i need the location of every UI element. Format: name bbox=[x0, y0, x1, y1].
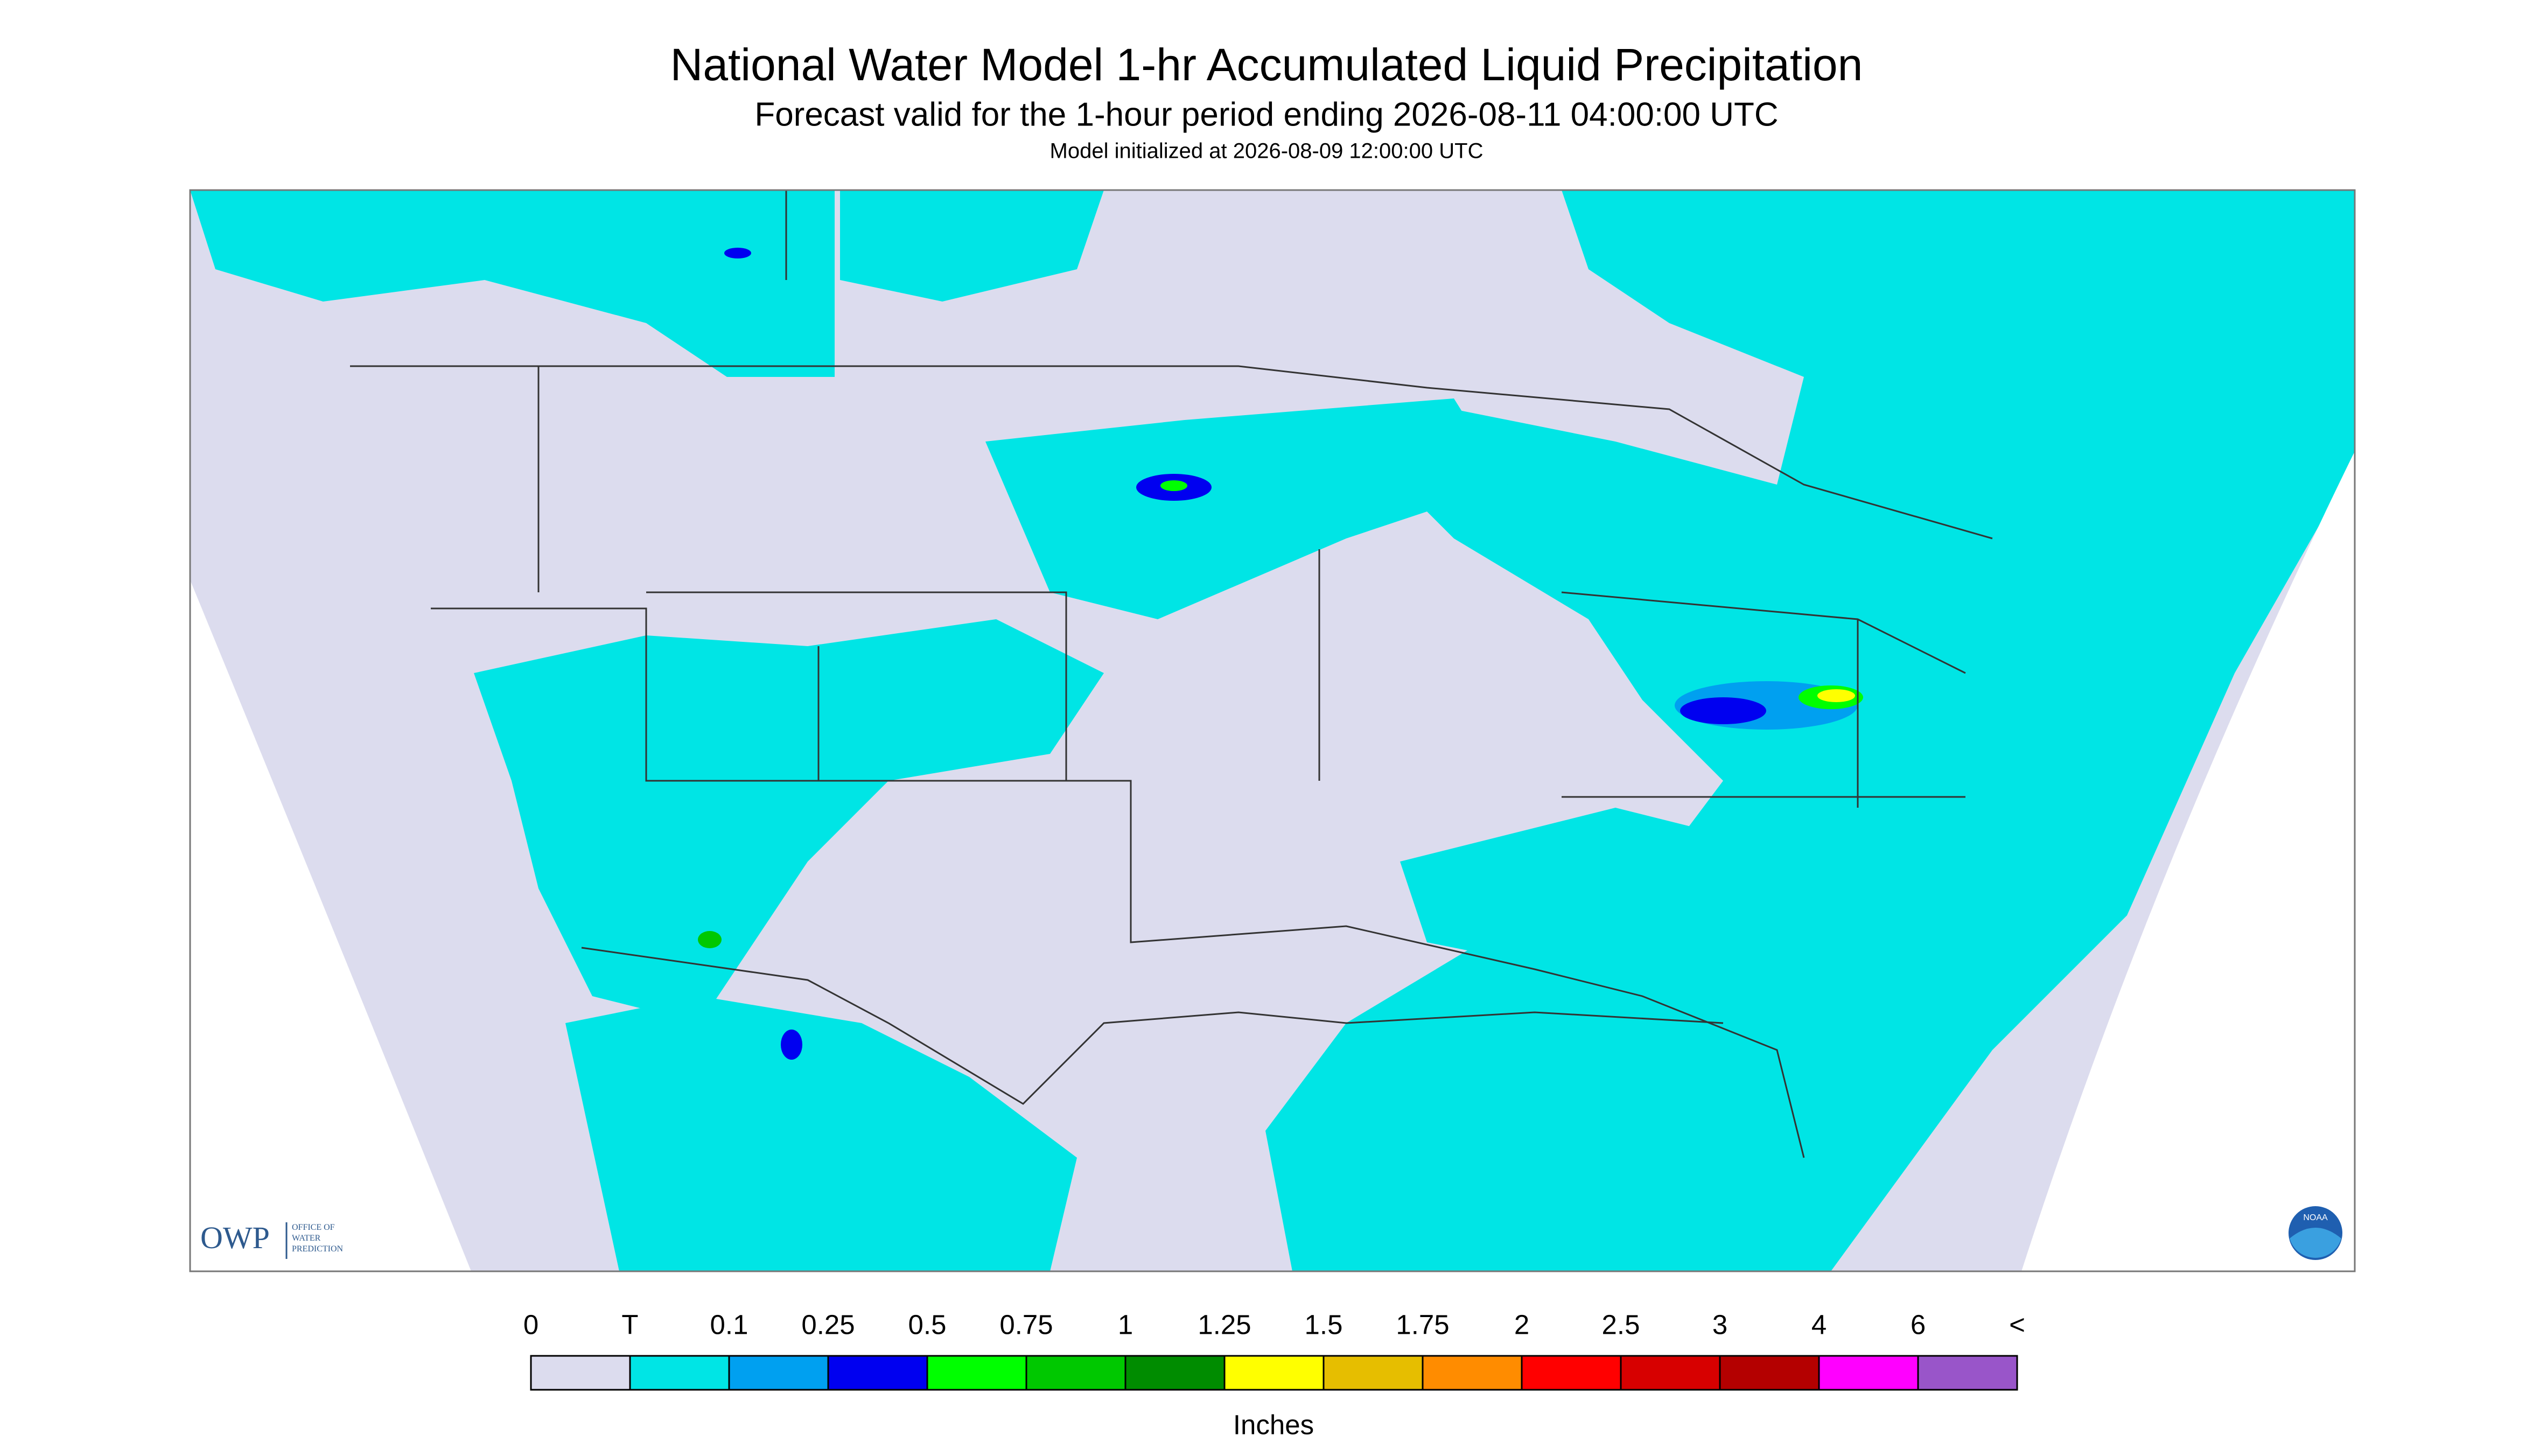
legend-swatch bbox=[1917, 1355, 2018, 1391]
legend-label: 0 bbox=[523, 1309, 538, 1340]
legend-swatch bbox=[728, 1355, 829, 1391]
legend-label: 1.25 bbox=[1198, 1309, 1251, 1340]
noaa-logo: NOAA bbox=[2289, 1206, 2342, 1260]
outside-projection bbox=[190, 451, 2355, 1271]
legend-label: T bbox=[621, 1309, 638, 1340]
owp-logo-line: PREDICTION bbox=[292, 1244, 344, 1254]
legend-swatch bbox=[1719, 1355, 1820, 1391]
legend-label: 0.1 bbox=[710, 1309, 748, 1340]
legend-swatch bbox=[1818, 1355, 1919, 1391]
owp-logo-text: OWP bbox=[200, 1220, 270, 1255]
legend-swatch bbox=[530, 1355, 631, 1391]
legend-label: 0.75 bbox=[999, 1309, 1053, 1340]
legend-swatch bbox=[1521, 1355, 1622, 1391]
init-time: Model initialized at 2026-08-09 12:00:00… bbox=[1050, 139, 1484, 163]
map-frame bbox=[189, 189, 2356, 1272]
legend-units: Inches bbox=[1233, 1409, 1314, 1440]
legend-label: 2.5 bbox=[1602, 1309, 1640, 1340]
legend-swatch bbox=[926, 1355, 1027, 1391]
title: National Water Model 1-hr Accumulated Li… bbox=[670, 39, 1863, 90]
map: OWP OFFICE OF WATER PREDICTION NOAA bbox=[189, 189, 2356, 1272]
legend-label: 4 bbox=[1811, 1309, 1827, 1340]
noaa-logo-text: NOAA bbox=[2303, 1213, 2328, 1222]
legend-swatch bbox=[1025, 1355, 1126, 1391]
legend-swatch bbox=[1223, 1355, 1325, 1391]
legend-label: < bbox=[2009, 1309, 2025, 1340]
legend-swatch bbox=[1422, 1355, 1523, 1391]
legend-label: 3 bbox=[1712, 1309, 1727, 1340]
legend-label: 6 bbox=[1911, 1309, 1926, 1340]
legend-label: 1 bbox=[1118, 1309, 1133, 1340]
legend-swatch bbox=[629, 1355, 730, 1391]
legend-swatch bbox=[1323, 1355, 1424, 1391]
owp-logo-line: WATER bbox=[292, 1234, 321, 1243]
precip-heavy bbox=[698, 248, 1863, 1060]
legend-label: 2 bbox=[1514, 1309, 1529, 1340]
legend-swatch bbox=[827, 1355, 928, 1391]
legend-label: 1.5 bbox=[1305, 1309, 1343, 1340]
legend: 0 T 0.1 0.25 0.5 0.75 1 1.25 1.5 1.75 2 2.5 3 4 6 < bbox=[523, 1309, 2025, 1391]
legend-swatch bbox=[1124, 1355, 1226, 1391]
legend-label: 1.75 bbox=[1396, 1309, 1449, 1340]
legend-label: 0.25 bbox=[801, 1309, 855, 1340]
owp-logo: OWP OFFICE OF WATER PREDICTION bbox=[200, 1220, 344, 1259]
legend-label: 0.5 bbox=[908, 1309, 947, 1340]
owp-logo-line: OFFICE OF bbox=[292, 1223, 335, 1232]
precip-trace bbox=[190, 190, 2355, 1271]
boundaries bbox=[350, 190, 1993, 1158]
subtitle: Forecast valid for the 1-hour period end… bbox=[754, 96, 1778, 133]
legend-swatch bbox=[1620, 1355, 1721, 1391]
